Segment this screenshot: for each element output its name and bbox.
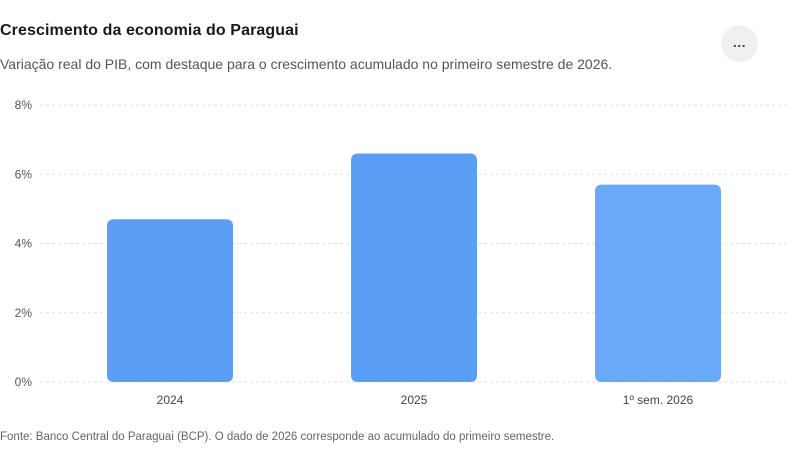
x-tick-label: 2025 — [401, 393, 428, 407]
x-tick-label: 1º sem. 2026 — [623, 393, 694, 407]
y-tick-label: 0% — [15, 375, 33, 389]
y-tick-label: 8% — [15, 98, 33, 112]
bar-2[interactable] — [595, 184, 721, 382]
source-footnote: Fonte: Banco Central do Paraguai (BCP). … — [0, 431, 555, 443]
bar-layer — [107, 153, 721, 382]
x-axis-ticks: 2024 2025 1º sem. 2026 — [157, 393, 694, 407]
y-tick-label: 6% — [15, 167, 33, 181]
more-icon: ... — [732, 33, 747, 50]
chart-subtitle: Variação real do PIB, com destaque para … — [0, 56, 613, 72]
y-tick-label: 4% — [15, 237, 33, 251]
bar-0[interactable] — [107, 219, 233, 382]
y-tick-label: 2% — [15, 306, 33, 320]
y-axis-ticks: 0% 2% 4% 6% 8% — [15, 98, 33, 389]
bar-chart: 0% 2% 4% 6% 8% 2024 2025 1º sem. 2026 — [15, 98, 790, 407]
x-tick-label: 2024 — [157, 393, 184, 407]
bar-1[interactable] — [351, 153, 477, 382]
more-options-button[interactable]: ... — [721, 25, 758, 62]
chart-title: Crescimento da economia do Paraguai — [0, 22, 299, 39]
